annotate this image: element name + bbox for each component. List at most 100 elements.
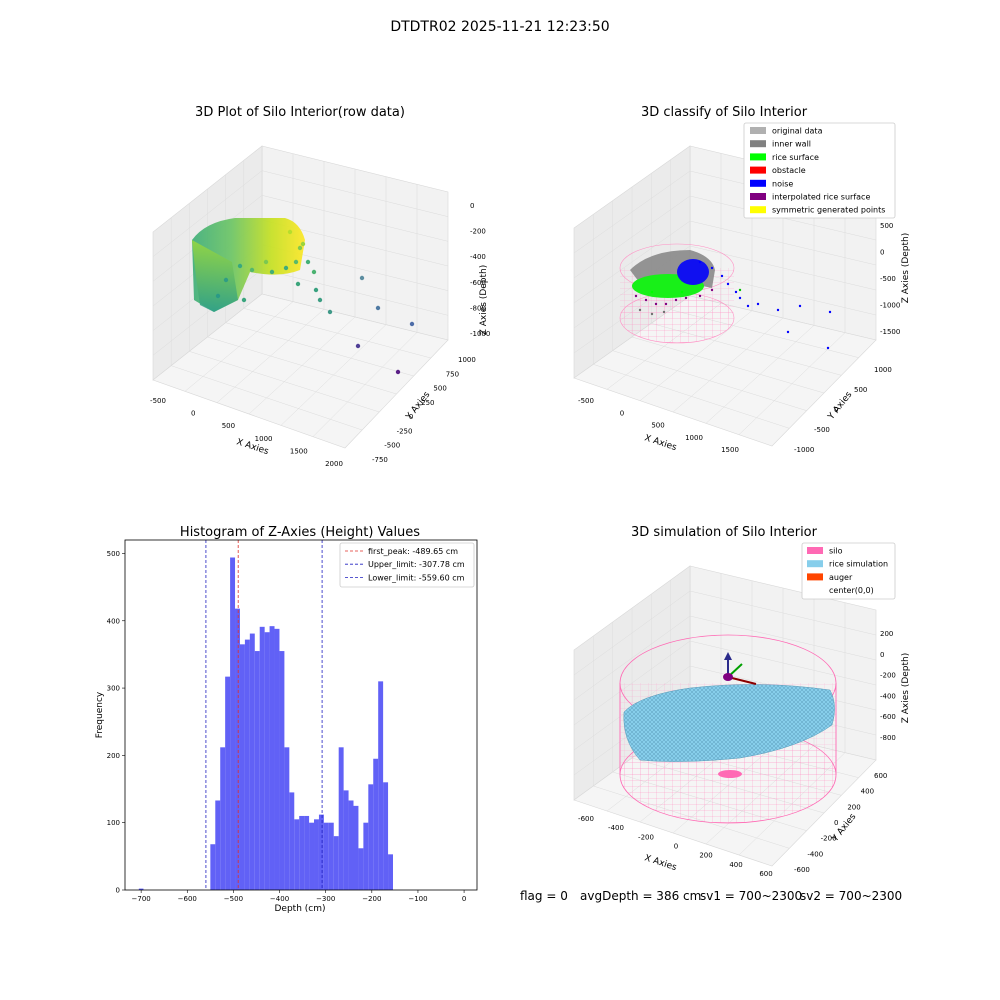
hist-legend-label: Lower_limit: -559.60 cm <box>368 573 465 582</box>
hist-legend: first_peak: -489.65 cm Upper_limit: -307.… <box>339 542 475 588</box>
hist-legend-frame <box>339 542 475 588</box>
panel-simulation: 3D simulation of Silo Interior -600 -400 -… <box>573 525 911 878</box>
hist-bar <box>284 747 290 890</box>
raw-z-tick: -1000 <box>470 330 490 338</box>
classify-y-tick: 0 <box>834 406 838 414</box>
sim-x-tick: -600 <box>578 815 594 823</box>
raw-point <box>287 229 293 235</box>
raw-y-tick: -500 <box>384 442 400 450</box>
classify-z-tick: -1000 <box>880 302 900 310</box>
classify-legend-frame <box>743 122 896 219</box>
classify-point <box>664 302 668 306</box>
classify-point <box>638 308 642 312</box>
panel-histogram: Histogram of Z-Axies (Height) Values −70… <box>95 525 478 914</box>
sim-x-tick: 400 <box>729 861 742 869</box>
classify-point <box>798 304 802 308</box>
classify-point <box>720 274 724 278</box>
hist-bar <box>343 790 349 890</box>
classify-scatter <box>634 260 832 350</box>
classify-point <box>746 304 750 308</box>
classify-x-tick: 0 <box>620 409 624 417</box>
raw-curtain-front <box>192 240 238 312</box>
sim-x-tick: 0 <box>674 843 678 851</box>
raw-point <box>313 287 319 293</box>
raw-point <box>305 259 311 265</box>
classify-legend-swatch <box>750 166 766 174</box>
classify-x-tick: -500 <box>578 397 594 405</box>
raw-point <box>297 245 303 251</box>
classify-legend-swatch <box>750 127 766 134</box>
classify-x-tick: 1500 <box>721 446 739 454</box>
classify-point <box>634 294 638 298</box>
classify-point <box>650 290 654 294</box>
sim-legend-label: silo <box>829 547 843 556</box>
hist-bar <box>254 651 260 890</box>
hist-y-tick: 300 <box>107 685 120 693</box>
raw-x-tick: 2000 <box>325 460 343 468</box>
hist-bar <box>259 626 265 890</box>
classify-point <box>650 312 654 316</box>
hist-bar <box>244 639 250 890</box>
classify-legend-label: symmetric generated points <box>772 206 885 215</box>
hist-bar <box>294 819 300 890</box>
hist-bar <box>388 854 393 890</box>
hist-legend-label: first_peak: -489.65 cm <box>368 547 458 556</box>
raw-y-tick: -250 <box>397 427 413 435</box>
classify-legend-label: noise <box>772 179 793 188</box>
sim-legend-frame <box>801 542 896 600</box>
classify-ticks: -500 0 500 1000 1500 1000 500 0 -500 -1000 500 0 -50… <box>578 222 900 454</box>
footer-sv1: sv1 = 700~2300 <box>700 889 802 903</box>
classify-point <box>828 310 832 314</box>
raw-x-tick: 500 <box>222 422 235 430</box>
sim-center-dot <box>723 673 733 681</box>
hist-bar <box>304 815 310 890</box>
hist-x-tick: 0 <box>462 895 466 903</box>
raw-point <box>409 321 415 327</box>
sim-z-tick: -600 <box>880 713 896 721</box>
classify-point <box>776 308 780 312</box>
raw-z-tick: 0 <box>470 202 474 210</box>
raw-zlabel: Z Axies (Depth) <box>479 265 489 336</box>
hist-bar <box>138 888 144 890</box>
raw-point <box>327 309 333 315</box>
sim-y-tick: -200 <box>821 835 837 843</box>
hist-bar <box>239 644 245 890</box>
classify-point <box>756 302 760 306</box>
classify-point <box>674 298 678 302</box>
raw-point <box>283 265 289 271</box>
sim-legend-swatch <box>807 547 823 554</box>
classify-point <box>644 298 648 302</box>
hist-bar <box>348 800 354 890</box>
sim-z-tick: 200 <box>880 630 893 638</box>
sim-legend-label: center(0,0) <box>829 586 874 595</box>
hist-bar <box>363 822 369 890</box>
sim-legend-swatch <box>807 560 823 568</box>
classify-y-tick: -500 <box>814 426 830 434</box>
panel-classify: 3D classify of Silo Interior -500 0 500 100… <box>573 105 911 454</box>
sim-y-tick: -600 <box>794 866 810 874</box>
classify-x-tick: 1000 <box>685 434 703 442</box>
hist-bar <box>353 805 359 890</box>
raw-title: 3D Plot of Silo Interior(row data) <box>195 105 405 120</box>
hist-legend-label: Upper_limit: -307.78 cm <box>368 560 465 569</box>
classify-noise-cluster <box>677 259 709 285</box>
classify-x-tick: 500 <box>651 422 664 430</box>
classify-point <box>710 266 714 270</box>
hist-bar <box>338 747 344 890</box>
raw-y-tick: 500 <box>433 385 446 393</box>
classify-points <box>619 243 832 350</box>
classify-legend-label: interpolated rice surface <box>772 193 870 202</box>
hist-bar <box>230 557 236 890</box>
classify-point <box>698 294 702 298</box>
hist-frame <box>124 539 478 891</box>
sim-title: 3D simulation of Silo Interior <box>631 525 818 540</box>
hist-x-tick: −500 <box>224 895 243 903</box>
classify-y-tick: -1000 <box>794 446 814 454</box>
classify-z-tick: -1500 <box>880 328 900 336</box>
classify-legend-label: obstacle <box>772 166 806 175</box>
hist-bar <box>279 651 285 890</box>
sim-y-tick: -400 <box>807 850 823 858</box>
raw-z-tick: -800 <box>470 304 486 312</box>
hist-ylabel: Frequency <box>95 691 105 738</box>
hist-y-tick: 500 <box>107 550 120 558</box>
